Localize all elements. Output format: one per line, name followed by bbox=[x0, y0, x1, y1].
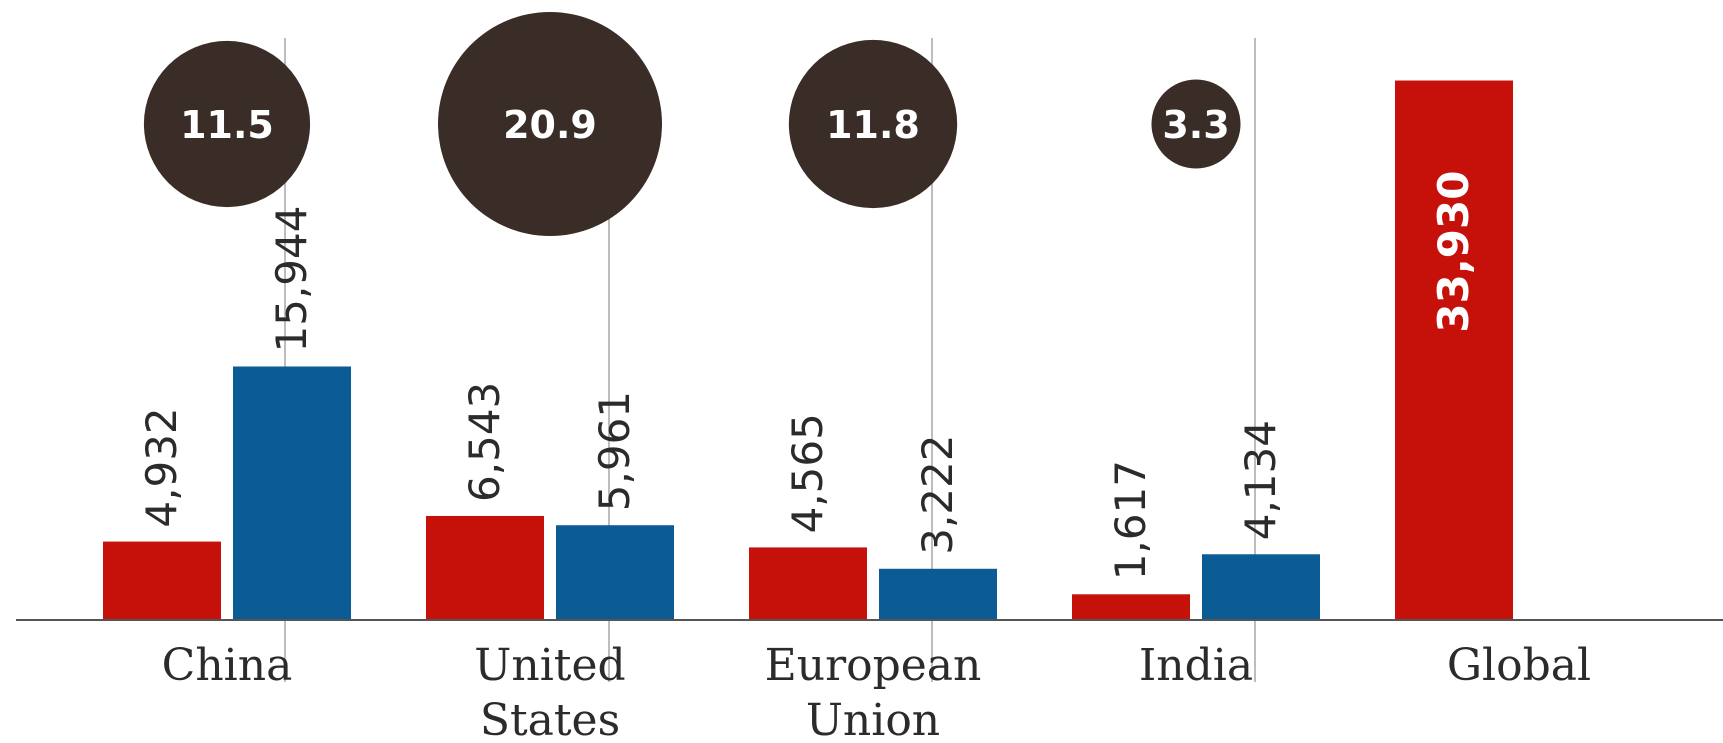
bar-1 bbox=[1072, 594, 1190, 620]
bubble-label: 3.3 bbox=[1162, 103, 1229, 147]
bar-2 bbox=[1202, 554, 1320, 620]
bubble-label: 20.9 bbox=[503, 103, 597, 147]
bubble bbox=[437, 11, 663, 237]
bar-1 bbox=[749, 547, 867, 620]
bar-2 bbox=[556, 525, 674, 620]
data-label: 5,961 bbox=[590, 391, 639, 511]
bar-1 bbox=[1395, 80, 1513, 620]
data-label: 33,930 bbox=[1429, 171, 1478, 333]
bubble bbox=[1151, 79, 1241, 169]
bar-1 bbox=[103, 541, 221, 620]
bar-2 bbox=[879, 568, 997, 620]
data-label: 4,134 bbox=[1236, 420, 1285, 540]
data-label: 6,543 bbox=[460, 382, 509, 502]
bubble bbox=[788, 39, 958, 209]
bubble-label: 11.8 bbox=[826, 103, 920, 147]
bar-2 bbox=[233, 366, 351, 620]
data-label: 4,565 bbox=[783, 413, 832, 533]
category-label: European bbox=[765, 640, 982, 691]
category-label: India bbox=[1139, 640, 1253, 691]
data-label: 3,222 bbox=[913, 435, 962, 555]
category-label: China bbox=[162, 640, 293, 691]
category-label: Union bbox=[806, 695, 940, 743]
data-label: 15,944 bbox=[267, 206, 316, 353]
bubble bbox=[143, 40, 311, 208]
category-label: United bbox=[474, 640, 625, 691]
category-label: Global bbox=[1447, 640, 1591, 691]
bubble-label: 11.5 bbox=[180, 103, 274, 147]
bar-1 bbox=[426, 515, 544, 620]
data-label: 1,617 bbox=[1106, 460, 1155, 580]
category-label: States bbox=[480, 695, 620, 743]
data-label: 4,932 bbox=[137, 407, 186, 527]
